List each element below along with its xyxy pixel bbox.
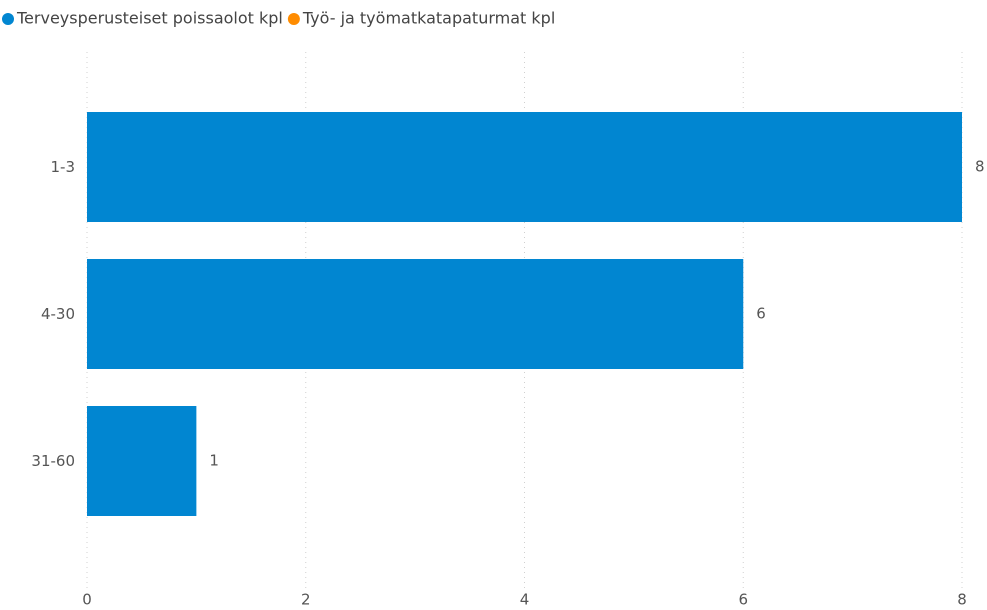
y-tick-label: 4-30 xyxy=(41,305,75,323)
x-tick-label: 8 xyxy=(957,591,967,609)
legend-label: Työ- ja työmatkatapaturmat kpl xyxy=(302,9,555,28)
x-tick-label: 0 xyxy=(82,591,92,609)
x-tick-label: 4 xyxy=(520,591,530,609)
data-label: 1 xyxy=(209,452,219,470)
x-tick-label: 2 xyxy=(301,591,311,609)
y-tick-label: 31-60 xyxy=(31,452,75,470)
legend-marker xyxy=(2,13,14,25)
data-label: 8 xyxy=(975,158,985,176)
legend-marker xyxy=(287,13,300,25)
data-label: 6 xyxy=(756,305,766,323)
legend-label: Terveysperusteiset poissaolot kpl xyxy=(16,9,283,28)
bar xyxy=(87,112,962,222)
y-tick-label: 1-3 xyxy=(51,158,76,176)
x-tick-label: 6 xyxy=(738,591,748,609)
bar xyxy=(87,406,197,516)
bar xyxy=(87,259,744,369)
